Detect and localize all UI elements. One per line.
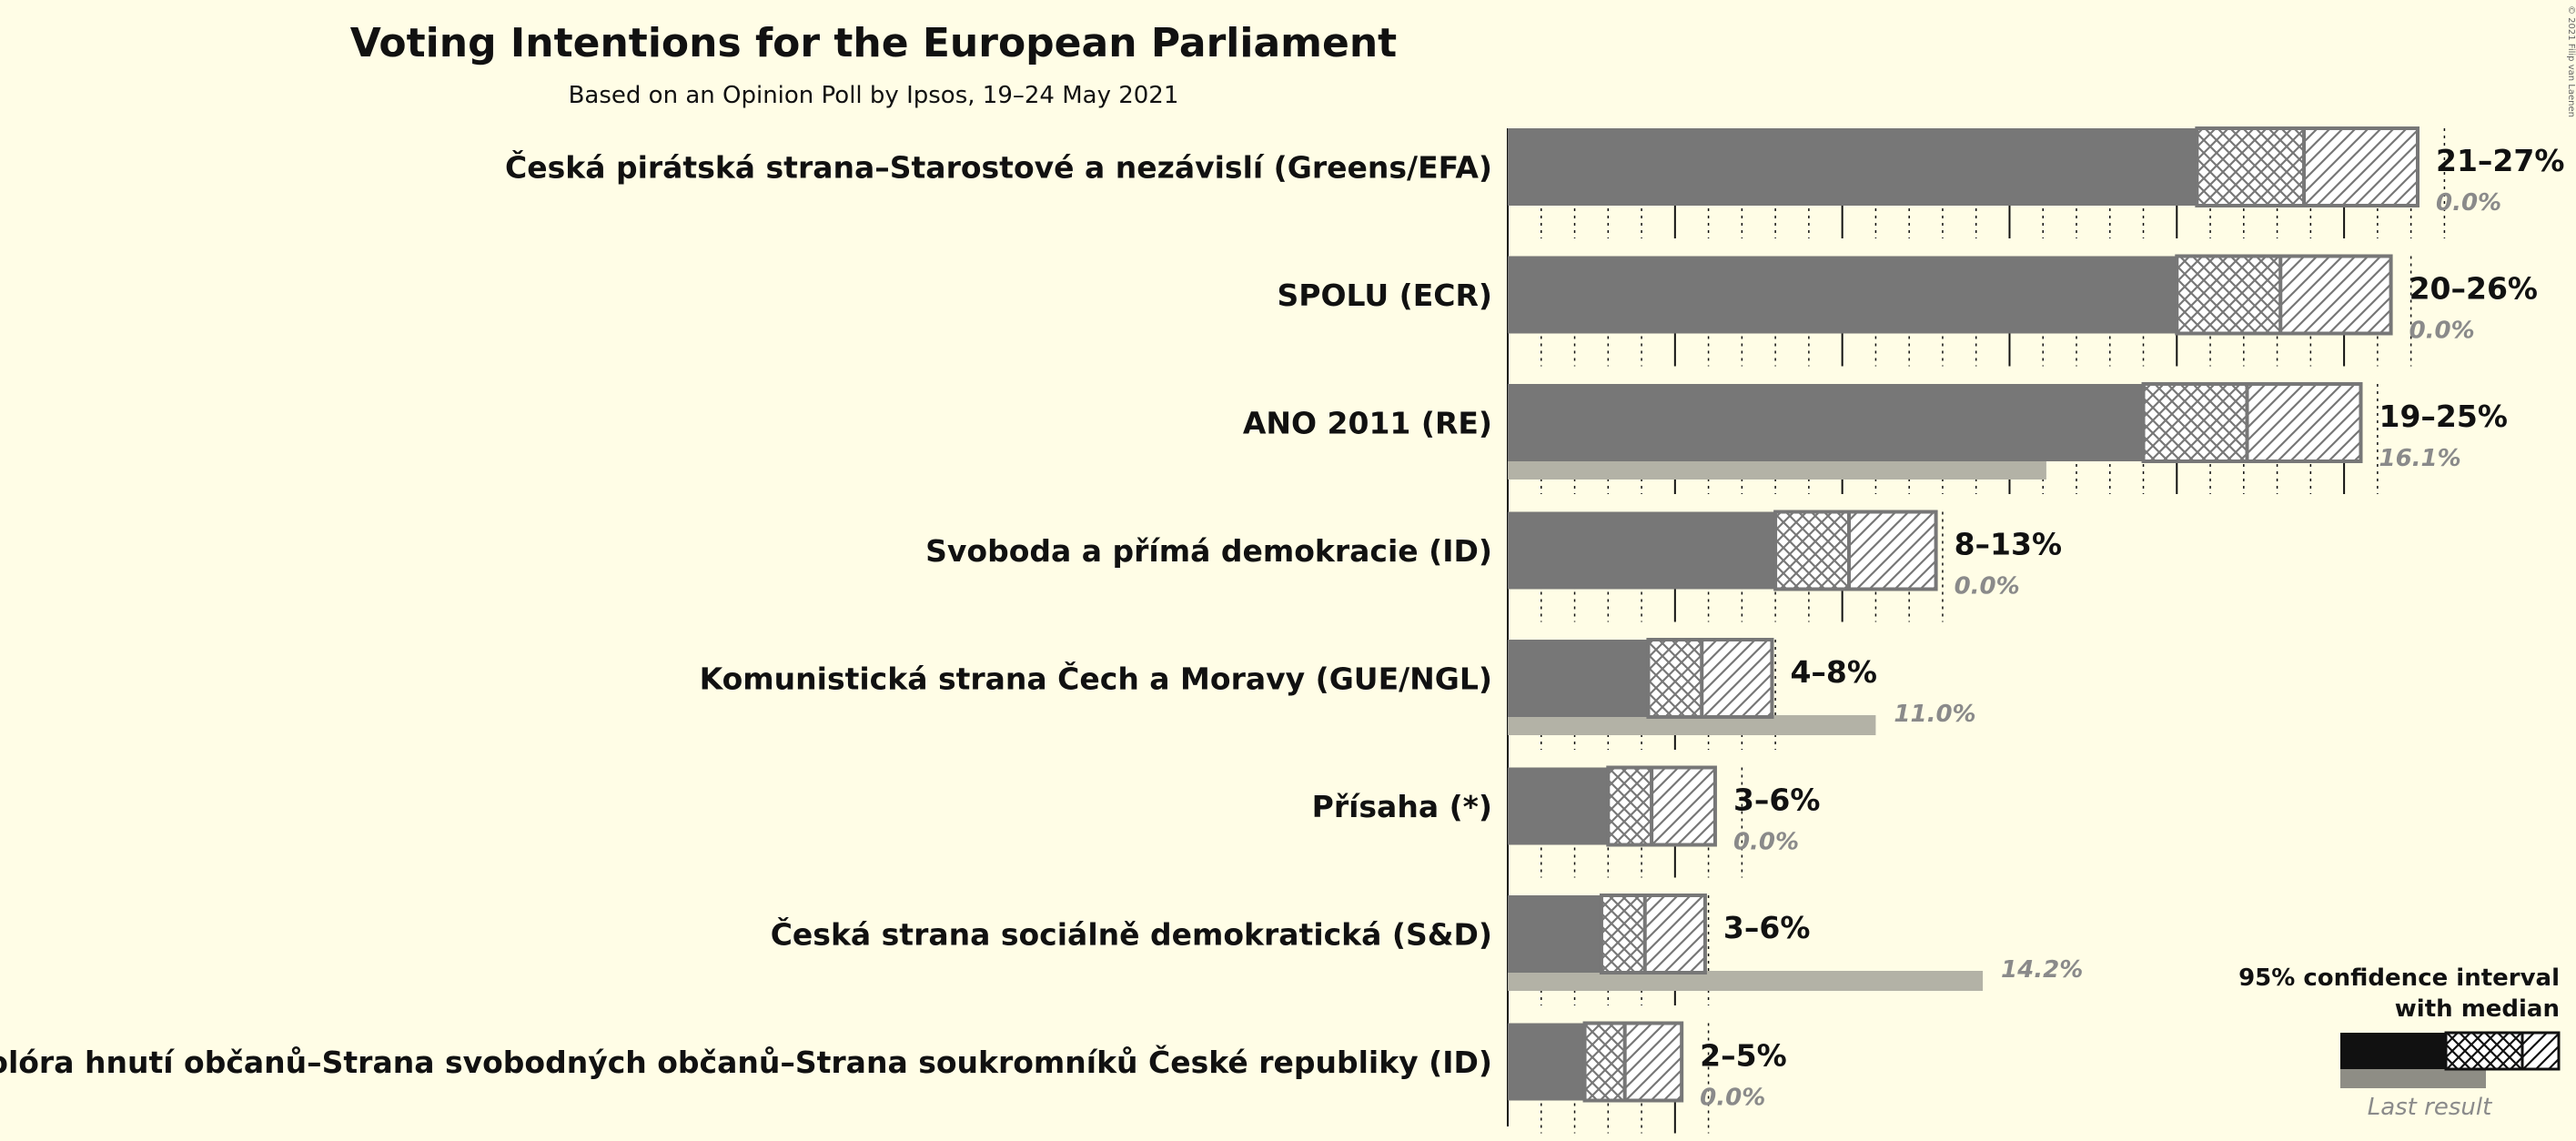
legend-last-result-bar (2340, 1068, 2486, 1088)
party-label: SPOLU (ECR) (1278, 278, 1492, 313)
interval-outline (1599, 894, 1707, 974)
interval-upper-half (1624, 1023, 1682, 1101)
interval-outline (1646, 638, 1774, 719)
legend-bar (2340, 1033, 2446, 1069)
interval-lower-half (2143, 384, 2248, 461)
party-row: ANO 2011 (RE) 19–25% 16.1% (1243, 382, 2508, 494)
interval-outline (1606, 765, 1717, 847)
interval-outline (2195, 126, 2420, 207)
interval-outline (2175, 254, 2393, 336)
party-label: Komunistická strana Čech a Moravy (GUE/N… (700, 661, 1492, 697)
interval-upper-half (1652, 767, 1715, 845)
last-result-bar (1508, 971, 1984, 991)
interval-upper-half (1644, 895, 1705, 973)
interval-lower-half (2177, 256, 2281, 334)
last-result-label: 11.0% (1894, 701, 1975, 728)
last-result-label: 0.0% (2409, 318, 2475, 345)
party-row: Česká pirátská strana–Starostové a nezáv… (505, 126, 2564, 238)
party-row: SPOLU (ECR) 20–26% 0.0% (1278, 254, 2538, 367)
rows: Česká pirátská strana–Starostové a nezáv… (0, 126, 2564, 1134)
range-label: 2–5% (1700, 1038, 1787, 1074)
chart-subtitle: Based on an Opinion Poll by Ipsos, 19–24… (569, 82, 1179, 109)
range-label: 4–8% (1790, 654, 1877, 690)
interval-upper-half (1702, 640, 1773, 717)
legend-hatch (2520, 1031, 2561, 1071)
interval-outline (1773, 510, 1938, 591)
interval-upper-half (1849, 511, 1936, 590)
party-label: Česká pirátská strana–Starostové a nezáv… (505, 149, 1492, 186)
last-result-label: 0.0% (2436, 189, 2501, 217)
bar (1508, 895, 1601, 973)
interval-lower-half (1775, 511, 1849, 590)
interval-lower-half (1648, 640, 1702, 717)
last-result-bar (1508, 715, 1876, 735)
interval-upper-half (2304, 128, 2418, 206)
bar (1508, 256, 2177, 334)
interval-lower-half (1601, 895, 1645, 973)
range-label: 20–26% (2409, 271, 2538, 307)
last-result-label: 0.0% (1733, 829, 1799, 856)
range-label: 21–27% (2436, 143, 2564, 178)
bar (1508, 767, 1609, 845)
bar (1508, 640, 1649, 717)
party-row: Přísaha (*) 3–6% 0.0% (1312, 765, 1821, 878)
party-label: Svoboda a přímá demokracie (ID) (925, 533, 1492, 569)
legend: 95% confidence interval with median Last… (2238, 964, 2561, 1121)
interval-lower-half (1584, 1023, 1625, 1101)
legend-crosshatch (2444, 1031, 2524, 1071)
last-result-label: 0.0% (1955, 573, 2020, 601)
party-label: Trikolóra hnutí občanů–Strana svobodných… (0, 1044, 1492, 1080)
bar (1508, 384, 2144, 461)
party-row: Svoboda a přímá demokracie (ID) 8–13% 0.0% (925, 510, 2062, 622)
legend-last-result-label: Last result (2368, 1094, 2492, 1121)
party-label: Přísaha (*) (1312, 789, 1492, 824)
interval-upper-half (2247, 384, 2361, 461)
interval-outline (1582, 1021, 1684, 1103)
last-result-label: 14.2% (2001, 956, 2083, 984)
range-label: 3–6% (1733, 783, 1821, 818)
interval-outline (2141, 382, 2363, 463)
bar (1508, 511, 1776, 590)
bar (1508, 1023, 1585, 1101)
last-result-bar (1508, 459, 2046, 480)
range-label: 19–25% (2379, 399, 2508, 434)
last-result-label: 16.1% (2379, 445, 2461, 472)
last-result-label: 0.0% (1700, 1085, 1765, 1112)
copyright: © 2021 Filip van Laenen (2566, 5, 2576, 117)
legend-title-line2: with median (2395, 995, 2560, 1023)
interval-lower-half (2197, 128, 2304, 206)
party-row: Česká strana sociálně demokratická (S&D)… (771, 894, 2083, 1005)
bar (1508, 128, 2197, 206)
legend-title-line1: 95% confidence interval (2238, 964, 2560, 992)
party-row: Komunistická strana Čech a Moravy (GUE/N… (700, 638, 1976, 750)
party-row: Trikolóra hnutí občanů–Strana svobodných… (0, 1021, 1787, 1134)
party-label: Česká strana sociálně demokratická (S&D) (771, 916, 1492, 953)
interval-upper-half (2280, 256, 2391, 334)
chart-title: Voting Intentions for the European Parli… (350, 20, 1397, 66)
interval-lower-half (1608, 767, 1652, 845)
range-label: 8–13% (1955, 527, 2062, 562)
party-label: ANO 2011 (RE) (1243, 406, 1492, 441)
range-label: 3–6% (1723, 910, 1811, 945)
